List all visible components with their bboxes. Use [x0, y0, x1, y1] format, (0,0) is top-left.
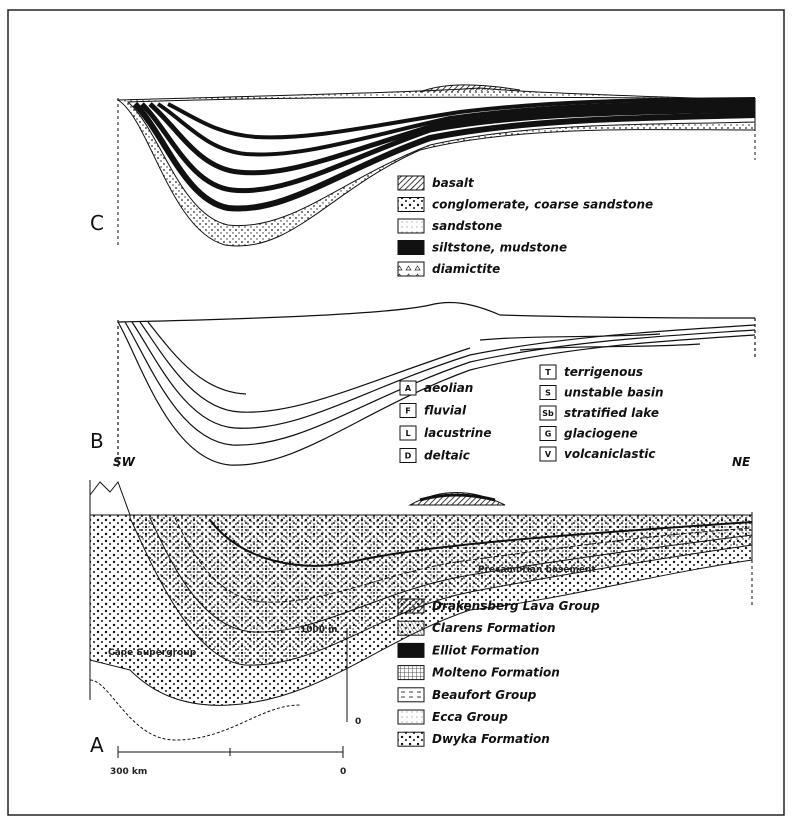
legend-label: diamictite — [432, 262, 500, 276]
legend-label: Elliot Formation — [432, 643, 539, 657]
legend-label: Drakensberg Lava Group — [432, 599, 600, 613]
annotation: Precambrian basement — [478, 565, 596, 575]
legend-swatch — [399, 425, 417, 441]
legend-symbol: D — [405, 452, 412, 461]
legend-swatch — [397, 620, 425, 636]
legend-symbol: V — [545, 450, 552, 459]
section-b — [117, 301, 756, 470]
legend-symbol: S — [545, 389, 551, 398]
legend-symbol: G — [545, 430, 552, 439]
annotation: Cape Supergroup — [108, 648, 197, 658]
scale-label: 0 — [355, 717, 361, 727]
legend-label: lacustrine — [424, 426, 491, 440]
legend-label: Dwyka Formation — [432, 732, 550, 746]
legend-symbol: F — [405, 407, 410, 416]
legend-swatch — [397, 665, 425, 681]
legend-label: volcaniclastic — [564, 447, 655, 461]
scale-label: 300 km — [110, 767, 147, 777]
legend-label: Beaufort Group — [432, 688, 537, 702]
legend-swatch — [539, 446, 557, 462]
legend-swatch — [397, 175, 425, 191]
legend-swatch — [397, 240, 425, 255]
legend-label: siltstone, mudstone — [432, 241, 567, 255]
legend-swatch — [399, 448, 417, 463]
legend-swatch — [539, 385, 557, 400]
legend-label: Clarens Formation — [432, 621, 556, 635]
legend-swatch — [539, 405, 557, 421]
legend-swatch — [539, 426, 557, 441]
legend-symbol: L — [405, 429, 410, 438]
legend-symbol: Sb — [542, 409, 554, 418]
legend-label: Molteno Formation — [432, 666, 560, 680]
orientation-label: SW — [113, 455, 136, 469]
legend-swatch — [397, 687, 425, 703]
legend-label: aeolian — [424, 381, 473, 395]
panel-label: C — [90, 211, 104, 235]
legend-swatch — [397, 261, 425, 277]
legend-swatch — [399, 403, 417, 418]
orientation-label: NE — [732, 455, 751, 469]
legend-label: sandstone — [432, 219, 502, 233]
scale-label: 1000 m — [300, 625, 338, 635]
legend-symbol: T — [545, 368, 551, 377]
legend-label: conglomerate, coarse sandstone — [432, 198, 653, 212]
legend-swatch — [397, 642, 425, 658]
section-c — [116, 84, 756, 247]
legend-swatch — [397, 218, 425, 234]
legend-label: fluvial — [424, 404, 467, 418]
legend-swatch — [397, 598, 425, 614]
legend-label: Ecca Group — [432, 710, 508, 724]
legend-swatch — [539, 364, 557, 380]
scale-label: 0 — [340, 767, 346, 777]
legend-label: basalt — [432, 176, 475, 190]
legend-label: deltaic — [424, 449, 470, 463]
legend-label: terrigenous — [564, 365, 643, 379]
legend-swatch — [397, 731, 425, 747]
panel-label: B — [90, 429, 104, 453]
frame — [7, 9, 785, 816]
legend-swatch — [397, 709, 425, 725]
legend-label: stratified lake — [564, 406, 659, 420]
panel-label: A — [90, 733, 104, 757]
legend-symbol: A — [405, 384, 412, 393]
legend-swatch — [397, 197, 425, 212]
legend-label: unstable basin — [564, 386, 664, 400]
legend-swatch — [399, 380, 417, 396]
legend-label: glaciogene — [564, 427, 638, 441]
